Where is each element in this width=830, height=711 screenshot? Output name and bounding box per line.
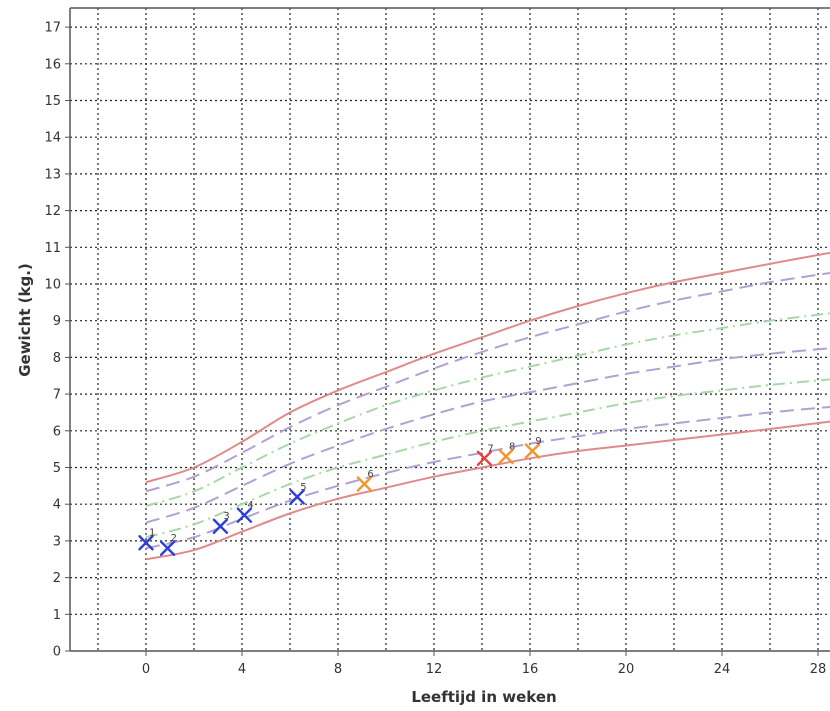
reference-curve-2 xyxy=(145,272,830,493)
x-axis-title: Leeftijd in weken xyxy=(411,688,556,706)
measurement-point-8[interactable]: 8 xyxy=(498,441,516,465)
measurement-point-1[interactable]: 1 xyxy=(138,528,156,551)
measurement-point-5[interactable]: 5 xyxy=(289,482,307,505)
point-label: 2 xyxy=(171,533,177,544)
plot-background xyxy=(70,8,830,651)
point-label: 1 xyxy=(149,528,155,539)
x-tick-label: 8 xyxy=(334,662,342,677)
x-tick-label: 0 xyxy=(142,662,150,677)
measurement-point-3[interactable]: 3 xyxy=(212,511,230,534)
grid xyxy=(70,8,830,651)
point-marker xyxy=(476,450,493,467)
measurement-points: 1 2 3 4 5 6 7 8 9 xyxy=(138,436,542,556)
point-marker xyxy=(138,535,154,551)
y-tick-label: 8 xyxy=(53,351,61,366)
x-tick-label: 16 xyxy=(522,662,539,677)
y-axis-title: Gewicht (kg.) xyxy=(16,263,34,377)
measurement-point-7[interactable]: 7 xyxy=(476,443,494,467)
y-tick-label: 1 xyxy=(53,608,61,623)
point-marker xyxy=(524,443,541,459)
reference-curve-3 xyxy=(145,312,830,507)
reference-curve-7 xyxy=(145,420,830,561)
x-tick-label: 12 xyxy=(426,662,443,677)
point-label: 8 xyxy=(509,441,515,452)
measurement-point-6[interactable]: 6 xyxy=(356,469,374,492)
measurement-point-4[interactable]: 4 xyxy=(236,500,254,523)
point-marker xyxy=(159,540,176,556)
axes xyxy=(69,7,830,652)
y-tick-label: 14 xyxy=(44,131,61,146)
point-label: 3 xyxy=(223,511,229,522)
y-tick-label: 5 xyxy=(53,461,61,476)
measurement-point-2[interactable]: 2 xyxy=(159,533,177,556)
y-tick-label: 11 xyxy=(44,241,61,256)
y-tick-label: 7 xyxy=(53,388,61,403)
point-label: 4 xyxy=(247,500,253,511)
y-tick-label: 13 xyxy=(44,167,61,182)
point-label: 9 xyxy=(535,436,541,447)
reference-curves xyxy=(145,251,830,561)
y-tick-label: 2 xyxy=(53,571,61,586)
y-tick-label: 12 xyxy=(44,204,61,219)
point-label: 5 xyxy=(300,482,306,493)
x-tick-label: 20 xyxy=(618,662,635,677)
point-label: 6 xyxy=(367,469,373,480)
y-tick-label: 15 xyxy=(44,94,61,109)
x-tick-label: 4 xyxy=(238,662,246,677)
y-tick-label: 6 xyxy=(53,424,61,439)
point-marker xyxy=(212,518,229,534)
y-tick-label: 4 xyxy=(53,498,61,513)
y-tick-label: 0 xyxy=(53,645,61,660)
reference-curve-6 xyxy=(145,405,830,550)
x-tick-label: 24 xyxy=(714,662,731,677)
point-marker xyxy=(289,489,305,505)
reference-curve-1 xyxy=(145,251,830,484)
measurement-point-9[interactable]: 9 xyxy=(524,436,542,459)
reference-curve-4 xyxy=(145,347,830,524)
y-tick-label: 10 xyxy=(44,278,61,293)
y-tick-label: 3 xyxy=(53,534,61,549)
x-tick-label: 28 xyxy=(810,662,827,677)
point-marker xyxy=(236,507,253,523)
point-label: 7 xyxy=(487,443,493,454)
y-tick-label: 16 xyxy=(44,57,61,72)
point-marker xyxy=(356,476,373,492)
reference-curve-5 xyxy=(145,378,830,539)
point-marker xyxy=(498,448,514,465)
y-tick-label: 17 xyxy=(44,21,61,36)
y-tick-label: 9 xyxy=(53,314,61,329)
